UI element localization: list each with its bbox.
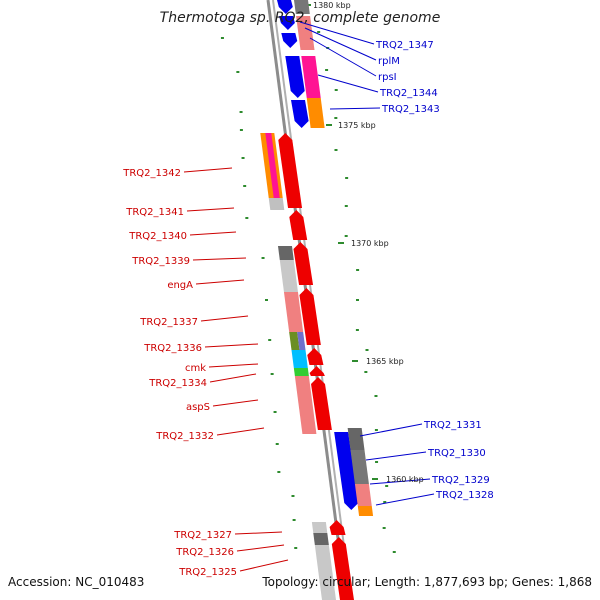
feature-asps: [294, 376, 317, 434]
leader-line-forward: [369, 478, 431, 485]
leader-line-reverse: [209, 373, 257, 383]
cds-arrow-1339: [299, 288, 321, 345]
gene-label-trq2-1331: TRQ2_1331: [423, 420, 482, 431]
leader-line-reverse: [200, 315, 249, 322]
leader-line-forward: [299, 21, 375, 45]
leader-line-forward: [309, 37, 377, 77]
leader-line-forward: [329, 107, 381, 110]
gene-label-enga: engA: [167, 280, 193, 291]
forward-gene-labels: TRQ2_1347 rplM rpsI TRQ2_1344 TRQ2_1343 …: [375, 40, 494, 501]
scale-label-1375: 1375 kbp: [338, 121, 376, 130]
gene-label-trq2-1332: TRQ2_1332: [155, 431, 214, 442]
cds-arrow-1343: [291, 100, 309, 128]
leader-line-reverse: [195, 279, 245, 285]
cds-arrow-1347: [277, 0, 293, 14]
feature-1343: [306, 98, 325, 128]
cds-arrow-cmk: [309, 366, 325, 376]
feature-1344: [301, 56, 321, 98]
cds-arrow-rpsi: [281, 33, 298, 48]
gene-label-trq2-1344: TRQ2_1344: [379, 88, 438, 99]
gene-tracks: [260, 0, 374, 600]
gene-label-trq2-1329: TRQ2_1329: [431, 475, 490, 486]
feature-1327-a: [311, 522, 328, 533]
leader-line-reverse: [208, 363, 259, 368]
gene-label-rpsi: rpsI: [378, 72, 397, 83]
leader-line-reverse: [189, 231, 237, 236]
topology-text: Topology: circular; Length: 1,877,693 bp…: [261, 575, 592, 589]
feature-cmk: [291, 350, 308, 368]
gene-label-trq2-1339: TRQ2_1339: [131, 256, 190, 267]
leader-line-reverse: [234, 531, 283, 535]
cds-arrow-rplm: [279, 16, 295, 30]
cds-arrow-1327: [329, 520, 346, 535]
gene-label-trq2-1334: TRQ2_1334: [148, 378, 207, 389]
feature-1330: [350, 450, 369, 484]
gc-ticks: [220, 4, 396, 553]
gene-label-trq2-1337: TRQ2_1337: [139, 317, 198, 328]
leader-line-reverse: [186, 207, 235, 212]
feature-1328: [357, 506, 374, 516]
gene-label-trq2-1340: TRQ2_1340: [128, 231, 187, 242]
gene-label-asps: aspS: [186, 402, 210, 413]
scale-labels: 1380 kbp 1375 kbp 1370 kbp 1365 kbp 1360…: [313, 1, 424, 484]
label-leader-lines: [183, 21, 435, 572]
cds-arrow-1341: [289, 210, 308, 240]
feature-1341: [268, 198, 285, 210]
leader-line-reverse: [212, 399, 259, 407]
gene-label-trq2-1336: TRQ2_1336: [143, 343, 202, 354]
leader-line-forward: [365, 451, 427, 461]
cds-arrow-1326: [331, 537, 354, 600]
feature-1339-a: [277, 246, 294, 260]
scale-label-1360: 1360 kbp: [386, 475, 424, 484]
gene-label-trq2-1343: TRQ2_1343: [381, 104, 440, 115]
gene-label-trq2-1341: TRQ2_1341: [125, 207, 184, 218]
leader-line-forward: [317, 74, 379, 93]
gene-label-trq2-1325: TRQ2_1325: [178, 567, 237, 578]
feature-1334: [293, 368, 309, 376]
cds-arrow-1344: [285, 56, 305, 98]
cds-arrow-1342: [278, 133, 303, 208]
feature-1336-a: [289, 332, 300, 350]
accession-text: Accession: NC_010483: [8, 575, 144, 589]
map-title: Thermotoga sp. RQ2, complete genome: [160, 10, 441, 26]
feature-1329: [354, 484, 372, 506]
gene-label-cmk: cmk: [185, 363, 206, 374]
leader-line-reverse: [236, 544, 285, 552]
leader-line-reverse: [183, 167, 233, 173]
gene-label-trq2-1327: TRQ2_1327: [173, 530, 232, 541]
scale-label-1380: 1380 kbp: [313, 1, 351, 10]
feature-1327-b: [313, 533, 329, 545]
gene-label-trq2-1330: TRQ2_1330: [427, 448, 486, 459]
feature-1339-b: [279, 260, 298, 292]
leader-line-reverse: [204, 343, 259, 348]
feature-1336-b: [297, 332, 306, 350]
leader-line-forward: [359, 423, 423, 437]
cds-arrow-1331: [334, 432, 359, 510]
reverse-gene-labels: TRQ2_1342 TRQ2_1341 TRQ2_1340 TRQ2_1339 …: [122, 168, 237, 578]
leader-line-forward: [375, 493, 435, 506]
cds-arrow-1336: [307, 348, 324, 365]
gene-label-trq2-1328: TRQ2_1328: [435, 490, 494, 501]
feature-1337: [283, 292, 304, 332]
gene-label-trq2-1342: TRQ2_1342: [122, 168, 181, 179]
leader-line-reverse: [239, 559, 289, 572]
cds-arrow-asps: [311, 377, 332, 430]
feature-1326: [314, 545, 336, 600]
gene-label-trq2-1347: TRQ2_1347: [375, 40, 434, 51]
gene-label-rplm: rplM: [378, 56, 400, 67]
feature-1347: [294, 0, 310, 14]
cds-arrow-1340: [293, 242, 314, 285]
leader-line-reverse: [216, 427, 265, 436]
leader-line-reverse: [192, 257, 247, 261]
scale-label-1365: 1365 kbp: [366, 357, 404, 366]
feature-1331: [347, 428, 365, 450]
leader-line-forward: [304, 27, 377, 61]
feature-1342-b: [265, 133, 280, 198]
scale-label-1370: 1370 kbp: [351, 239, 389, 248]
gene-label-trq2-1326: TRQ2_1326: [175, 547, 234, 558]
